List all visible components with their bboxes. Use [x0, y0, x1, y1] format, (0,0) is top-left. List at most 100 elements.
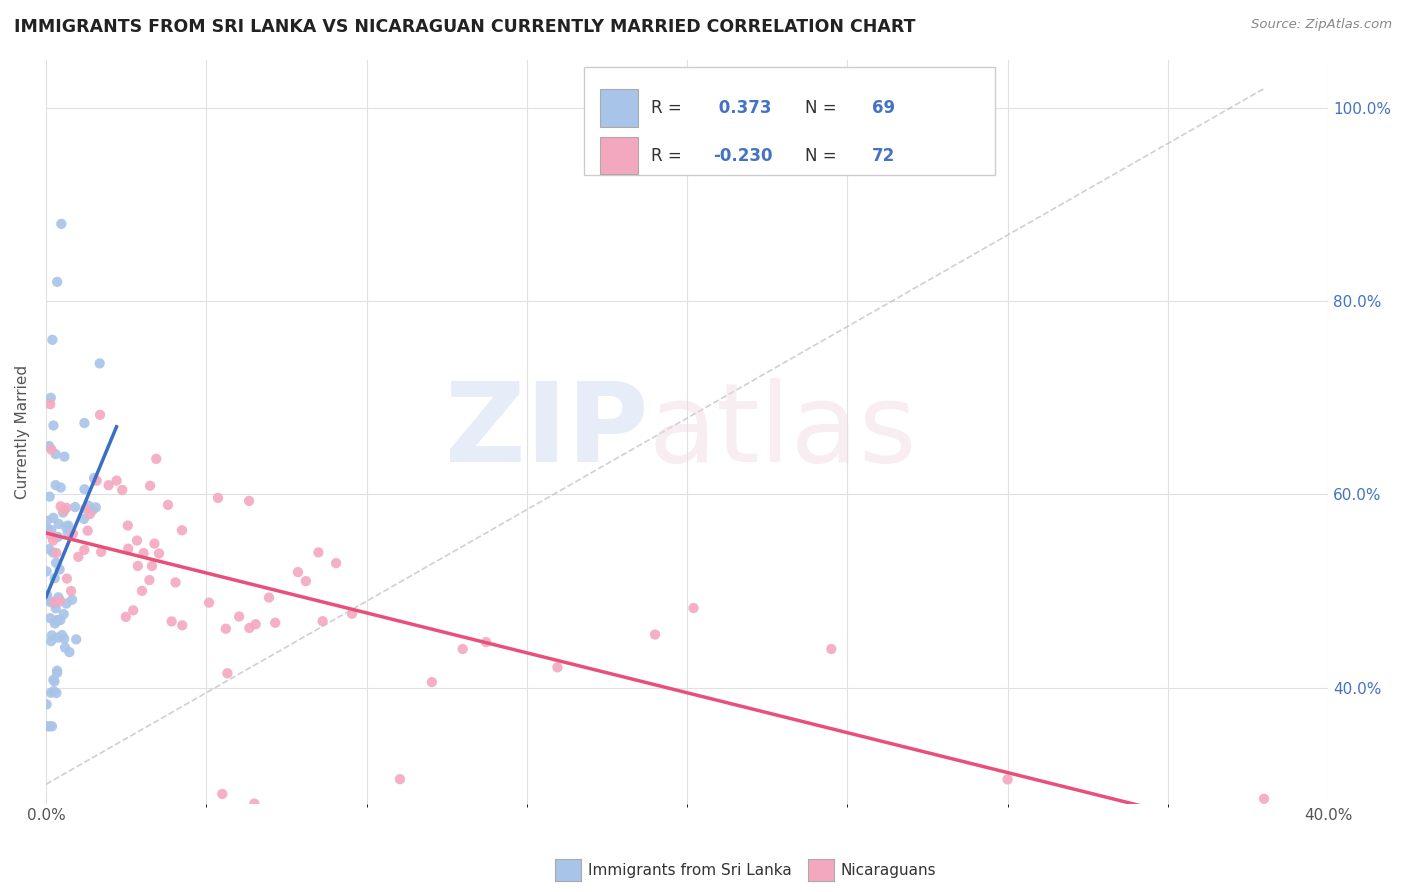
Point [89, 408, 111, 422]
Point [44, 674, 66, 689]
Text: R =: R = [651, 146, 688, 164]
Point [141, 559, 163, 574]
Text: -0.230: -0.230 [713, 146, 772, 164]
Point [228, 609, 250, 624]
Point [83, 471, 105, 485]
Text: N =: N = [806, 146, 842, 164]
Y-axis label: Currently Married: Currently Married [15, 365, 30, 499]
Text: ZIP: ZIP [446, 378, 648, 485]
Point [49, 481, 72, 495]
Point [111, 483, 134, 497]
Point [82, 503, 104, 517]
Point [295, 574, 318, 588]
Point [39, 391, 62, 405]
Point [156, 498, 179, 512]
Point [238, 494, 260, 508]
Point [325, 556, 347, 570]
Point [39, 397, 62, 411]
Point [48, 562, 70, 576]
Text: atlas: atlas [648, 378, 917, 485]
Point [35, 698, 58, 712]
Point [41, 442, 63, 457]
Point [84, 500, 107, 515]
Point [131, 583, 153, 598]
Text: IMMIGRANTS FROM SRI LANKA VS NICARAGUAN CURRENTLY MARRIED CORRELATION CHART: IMMIGRANTS FROM SRI LANKA VS NICARAGUAN … [14, 18, 915, 36]
Point [39, 595, 62, 609]
Point [38, 490, 60, 504]
Point [287, 565, 309, 579]
Point [73, 512, 96, 526]
Point [997, 772, 1019, 787]
Point [73, 483, 96, 497]
Point [215, 622, 238, 636]
Point [45, 447, 67, 461]
Point [46, 530, 69, 544]
Point [38, 439, 60, 453]
Point [48, 516, 70, 531]
Point [42, 418, 65, 433]
Point [52, 506, 75, 520]
Point [138, 573, 160, 587]
Point [46, 664, 69, 678]
Text: Source: ZipAtlas.com: Source: ZipAtlas.com [1251, 18, 1392, 31]
Point [145, 451, 167, 466]
Point [77, 499, 100, 513]
Point [45, 601, 67, 615]
Point [65, 632, 87, 647]
Point [35, 564, 58, 578]
Point [49, 594, 72, 608]
Point [53, 640, 76, 655]
Point [44, 596, 66, 610]
Point [76, 524, 98, 538]
Point [39, 611, 62, 625]
Point [41, 628, 63, 642]
Point [63, 500, 86, 514]
Point [60, 584, 83, 599]
Point [45, 613, 67, 627]
Point [388, 772, 411, 787]
Point [51, 217, 73, 231]
Point [41, 333, 63, 347]
Point [45, 556, 67, 570]
Point [42, 510, 65, 524]
Point [1253, 792, 1275, 806]
Point [44, 595, 66, 609]
Point [60, 592, 83, 607]
Point [257, 591, 280, 605]
Point [73, 542, 96, 557]
Point [132, 546, 155, 560]
Point [143, 536, 166, 550]
Point [160, 615, 183, 629]
Point [49, 500, 72, 514]
Point [35, 514, 58, 528]
Point [52, 607, 75, 621]
Point [172, 618, 194, 632]
Point [42, 533, 65, 548]
Point [46, 665, 69, 680]
Point [44, 571, 66, 585]
Point [105, 474, 128, 488]
Point [38, 542, 60, 557]
Point [148, 546, 170, 560]
Point [546, 660, 568, 674]
Point [46, 631, 69, 645]
Text: 69: 69 [872, 99, 894, 117]
Point [139, 479, 162, 493]
Point [125, 533, 148, 548]
Point [45, 478, 67, 492]
Point [1187, 850, 1209, 864]
Point [122, 603, 145, 617]
Point [127, 558, 149, 573]
Point [42, 545, 65, 559]
Point [217, 666, 239, 681]
Point [86, 474, 108, 488]
Point [67, 549, 90, 564]
Point [644, 627, 666, 641]
Point [97, 478, 120, 492]
Point [211, 787, 233, 801]
Point [682, 601, 704, 615]
Point [41, 719, 63, 733]
Point [340, 607, 363, 621]
Point [55, 520, 77, 534]
Text: N =: N = [806, 99, 842, 117]
